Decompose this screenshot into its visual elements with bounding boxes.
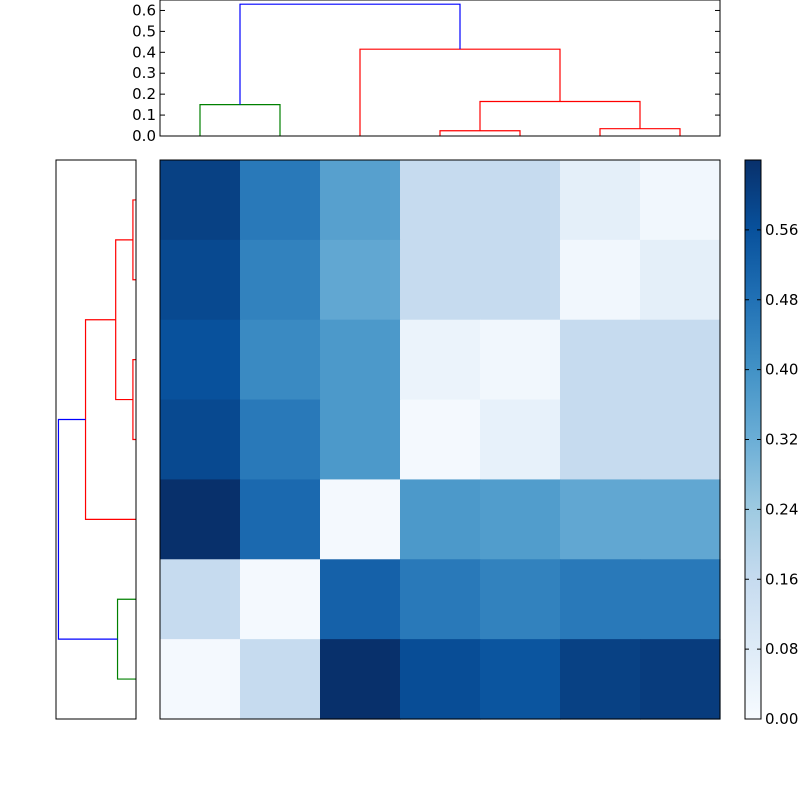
colorbar-ticks: 0.00 0.08 0.16 0.24 0.32 0.40 0.48 0.56	[745, 221, 798, 728]
top-dendrogram-tick-label: 0.1	[132, 106, 156, 124]
heatmap-cell	[400, 639, 481, 720]
heatmap-cell	[240, 239, 321, 321]
heatmap-cell	[640, 239, 721, 321]
heatmap-cell	[320, 160, 401, 241]
heatmap-cell	[640, 160, 721, 241]
top-dendrogram-tick-label: 0.0	[132, 127, 156, 145]
colorbar-tick-label: 0.00	[765, 710, 798, 728]
top-dendrogram-tick-label: 0.2	[132, 85, 156, 103]
heatmap-cell	[640, 559, 721, 640]
heatmap-cell	[480, 559, 561, 640]
heatmap	[159, 159, 721, 720]
heatmap-cell	[560, 559, 641, 640]
colorbar-tick-label: 0.24	[765, 500, 798, 518]
heatmap-cell	[320, 399, 401, 481]
top-dendrogram-tick-label: 0.4	[132, 43, 156, 61]
left-dendrogram	[55, 159, 137, 720]
heatmap-cell	[160, 319, 241, 401]
top-dendrogram-frame	[159, 0, 721, 137]
heatmap-cell	[400, 559, 481, 640]
heatmap-cell	[560, 399, 641, 481]
colorbar-tick-label: 0.16	[765, 570, 798, 588]
heatmap-cell	[160, 399, 241, 481]
heatmap-cell	[160, 639, 241, 720]
heatmap-cell	[160, 160, 241, 241]
heatmap-cell	[160, 559, 241, 640]
heatmap-cell	[400, 239, 481, 321]
heatmap-cell	[240, 639, 321, 720]
heatmap-cell	[240, 559, 321, 640]
heatmap-cell	[240, 479, 321, 560]
heatmap-cell	[640, 479, 721, 560]
top-dendrogram-tick-label: 0.6	[132, 1, 156, 19]
heatmap-cell	[640, 399, 721, 481]
top-dendrogram-y-axis: 0.0 0.1 0.2 0.3 0.4 0.5 0.6	[132, 1, 720, 145]
heatmap-cell	[560, 239, 641, 321]
colorbar-tick-label: 0.08	[765, 640, 798, 658]
heatmap-cells	[160, 160, 721, 720]
heatmap-cell	[400, 479, 481, 560]
heatmap-cell	[560, 479, 641, 560]
heatmap-cell	[640, 639, 721, 720]
heatmap-cell	[240, 399, 321, 481]
left-dendrogram-link	[57, 418, 118, 640]
heatmap-cell	[320, 239, 401, 321]
colorbar-tick-label: 0.32	[765, 431, 798, 449]
heatmap-cell	[480, 639, 561, 720]
top-dendrogram-tick-label: 0.3	[132, 64, 156, 82]
heatmap-cell	[160, 479, 241, 560]
colorbar-tick-label: 0.48	[765, 291, 798, 309]
heatmap-frame	[159, 159, 721, 720]
colorbar-tick-label: 0.40	[765, 361, 798, 379]
heatmap-cell	[480, 399, 561, 481]
heatmap-cell	[560, 639, 641, 720]
top-dendrogram-links	[199, 3, 681, 136]
colorbar: 0.00 0.08 0.16 0.24 0.32 0.40 0.48 0.56	[744, 159, 798, 728]
heatmap-cell	[400, 160, 481, 241]
heatmap-cell	[240, 160, 321, 241]
heatmap-cell	[640, 319, 721, 401]
heatmap-cell	[240, 319, 321, 401]
heatmap-cell	[480, 160, 561, 241]
top-dendrogram-link	[239, 3, 461, 105]
heatmap-cell	[320, 639, 401, 720]
top-dendrogram-tick-label: 0.5	[132, 22, 156, 40]
heatmap-cell	[480, 479, 561, 560]
heatmap-cell	[560, 319, 641, 401]
heatmap-cell	[400, 319, 481, 401]
heatmap-cell	[160, 239, 241, 321]
top-dendrogram: 0.0 0.1 0.2 0.3 0.4 0.5 0.6	[132, 0, 721, 145]
left-dendrogram-frame	[55, 159, 137, 720]
left-dendrogram-links	[57, 199, 136, 680]
colorbar-tick-label: 0.56	[765, 221, 798, 239]
heatmap-cell	[320, 479, 401, 560]
colorbar-frame	[744, 159, 762, 720]
heatmap-cell	[400, 399, 481, 481]
heatmap-cell	[480, 319, 561, 401]
heatmap-cell	[560, 160, 641, 241]
heatmap-cell	[480, 239, 561, 321]
heatmap-cell	[320, 559, 401, 640]
heatmap-cell	[320, 319, 401, 401]
